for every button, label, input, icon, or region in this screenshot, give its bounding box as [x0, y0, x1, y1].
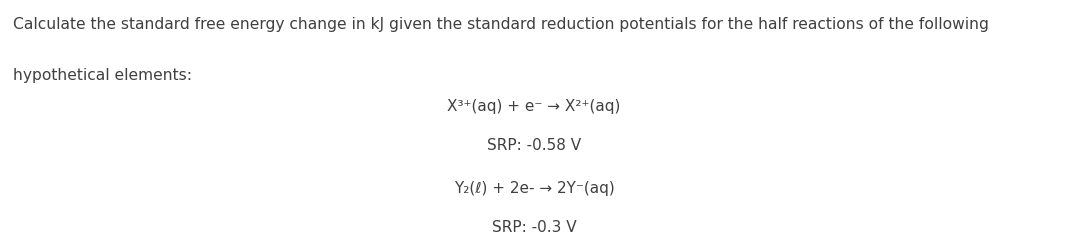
Text: hypothetical elements:: hypothetical elements:	[13, 68, 192, 83]
Text: X³⁺(aq) + e⁻ → X²⁺(aq): X³⁺(aq) + e⁻ → X²⁺(aq)	[447, 99, 621, 114]
Text: SRP: -0.3 V: SRP: -0.3 V	[491, 220, 577, 235]
Text: Calculate the standard free energy change in kJ given the standard reduction pot: Calculate the standard free energy chang…	[13, 17, 989, 32]
Text: Y₂(ℓ) + 2e- → 2Y⁻(aq): Y₂(ℓ) + 2e- → 2Y⁻(aq)	[454, 181, 614, 196]
Text: SRP: -0.58 V: SRP: -0.58 V	[487, 138, 581, 153]
